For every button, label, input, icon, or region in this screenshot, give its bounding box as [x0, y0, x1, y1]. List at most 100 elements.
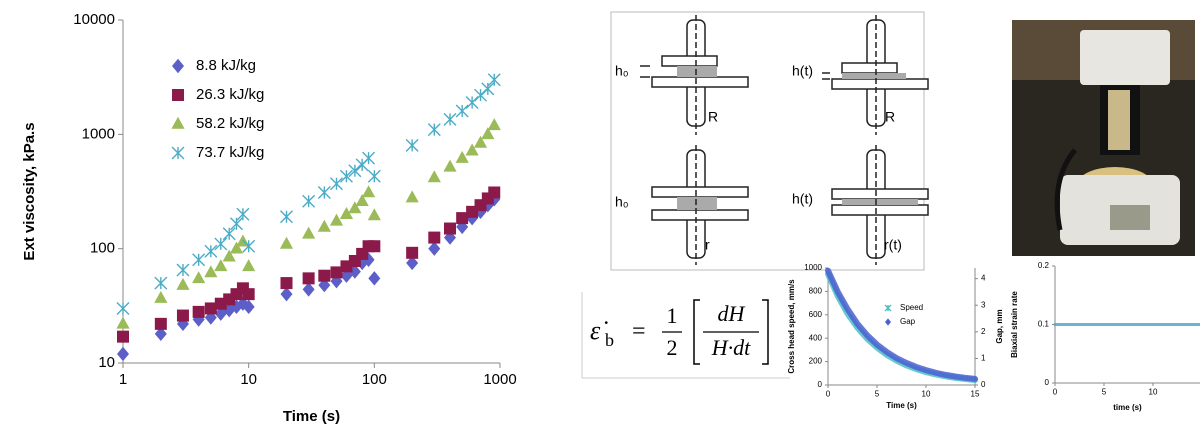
marker: [302, 226, 316, 239]
eq-numerator: 1: [667, 303, 678, 328]
marker: [330, 266, 343, 279]
marker: [367, 208, 381, 221]
eq-inner-numerator: dH: [718, 301, 746, 326]
marker: [474, 204, 487, 220]
diagram-label: r(t): [884, 237, 902, 253]
marker: [406, 246, 419, 259]
marker: [116, 301, 130, 315]
x-tick-label: 10: [240, 371, 257, 388]
legend-label: 58.2 kJ/kg: [196, 115, 264, 132]
marker: [229, 241, 244, 254]
marker: [368, 271, 381, 286]
y2-tick-label: 4: [981, 274, 986, 283]
marker: [362, 252, 375, 267]
marker: [339, 169, 353, 183]
diagram-label: R: [708, 109, 718, 125]
y-tick-label: 800: [809, 287, 823, 296]
y-tick-label: 200: [809, 357, 823, 366]
x-tick-label: 5: [1102, 388, 1107, 397]
y-tick-label: 10000: [73, 11, 115, 28]
marker: [473, 135, 488, 148]
x-axis-label: Time (s): [886, 401, 917, 410]
y-tick-label: 1000: [82, 125, 115, 142]
marker: [302, 272, 315, 285]
marker: [885, 318, 891, 326]
marker: [368, 240, 381, 253]
marker: [443, 222, 456, 235]
marker: [116, 316, 130, 329]
marker: [329, 213, 344, 226]
marker: [455, 104, 469, 118]
marker: [487, 118, 501, 131]
marker: [367, 169, 381, 183]
legend-label: 26.3 kJ/kg: [196, 86, 264, 103]
marker: [361, 185, 376, 198]
marker: [242, 239, 256, 253]
x-tick-label: 1: [119, 371, 127, 388]
marker: [280, 210, 293, 224]
marker: [280, 277, 293, 290]
marker: [405, 190, 419, 203]
y-tick-label: 400: [809, 333, 823, 342]
marker: [222, 249, 236, 262]
marker: [330, 177, 343, 191]
marker: [362, 151, 376, 165]
marker: [176, 263, 190, 277]
marker: [172, 58, 184, 74]
marker: [405, 138, 419, 152]
marker: [481, 82, 495, 96]
y2-tick-label: 1: [981, 354, 986, 363]
y-tick-label: 0: [1045, 378, 1050, 387]
series-line: [825, 270, 978, 383]
marker: [279, 236, 294, 249]
legend-label: Gap: [900, 317, 916, 326]
marker: [884, 304, 892, 312]
diagram-label: R: [885, 109, 895, 125]
marker: [428, 231, 441, 244]
diagram-label: h(t): [792, 191, 813, 207]
marker: [302, 194, 316, 208]
marker: [192, 305, 205, 318]
y-axis-label: Ext viscosity, kPa.s: [21, 122, 38, 260]
marker: [406, 255, 419, 271]
marker: [222, 227, 236, 241]
marker: [356, 247, 369, 260]
marker: [487, 73, 501, 87]
marker: [443, 159, 457, 172]
marker: [236, 207, 250, 221]
marker: [214, 259, 228, 272]
marker: [456, 212, 469, 225]
x-tick-label: 0: [1053, 388, 1058, 397]
x-tick-label: 0: [826, 390, 831, 399]
marker: [176, 277, 190, 290]
y-axis-label: Biaxial strain rate: [1010, 291, 1019, 358]
diagram-label: h₀: [615, 194, 629, 210]
marker: [242, 299, 255, 315]
x-tick-label: 5: [875, 390, 880, 399]
x-tick-label: 10: [922, 390, 931, 399]
y-tick-label: 0.1: [1038, 320, 1050, 329]
marker: [176, 309, 189, 322]
marker: [348, 201, 362, 214]
y-tick-label: 600: [809, 310, 823, 319]
marker: [171, 146, 185, 160]
marker: [427, 170, 441, 183]
plate-diagram: [610, 11, 929, 271]
eq-subscript: b: [605, 330, 614, 350]
x-tick-label: 15: [971, 390, 980, 399]
marker: [455, 150, 469, 163]
marker: [317, 185, 331, 199]
marker: [355, 194, 369, 207]
marker: [488, 192, 501, 207]
marker: [242, 288, 255, 301]
marker: [117, 330, 129, 343]
diagram-label: h(t): [792, 63, 813, 79]
marker: [317, 219, 331, 232]
x-axis-label: time (s): [1113, 403, 1142, 412]
y-tick-label: 100: [90, 240, 115, 257]
x-tick-label: 10: [1149, 388, 1158, 397]
diagram-labels: h₀ R h(t) R h₀ r h(t) r(t): [615, 63, 902, 253]
marker: [428, 241, 441, 256]
eq-inner-denominator: H·dt: [711, 335, 751, 360]
marker: [172, 89, 184, 101]
